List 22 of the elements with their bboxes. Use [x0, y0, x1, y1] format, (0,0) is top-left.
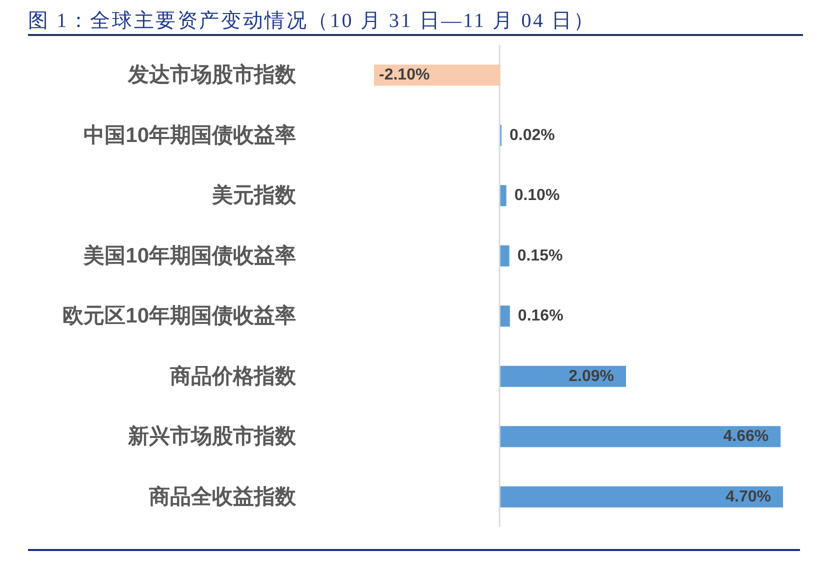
data-label: 0.10%	[514, 187, 560, 204]
y-tick-label: 美国10年期国债收益率	[82, 243, 296, 268]
data-label: 2.09%	[568, 368, 614, 385]
y-tick-label: 美元指数	[211, 183, 297, 208]
bar	[500, 245, 510, 266]
y-tick-label: 商品全收益指数	[148, 484, 297, 508]
y-tick-label: 商品价格指数	[169, 364, 297, 388]
y-tick-label: 发达市场股市指数	[127, 62, 297, 87]
data-label: 4.70%	[726, 488, 771, 506]
data-label: -2.10%	[379, 66, 430, 84]
bar	[500, 486, 783, 508]
data-label: 0.15%	[517, 247, 563, 264]
data-label: 4.66%	[723, 428, 769, 446]
data-label: 0.02%	[510, 126, 555, 144]
y-tick-label: 中国10年期国债收益率	[84, 122, 296, 147]
y-tick-label: 新兴市场股市指数	[127, 424, 297, 448]
bar	[500, 426, 781, 448]
y-tick-label: 欧元区10年期国债收益率	[62, 304, 296, 328]
chart-title: 图 1：全球主要资产变动情况（10 月 31 日—11 月 04 日）	[28, 9, 596, 32]
bar	[500, 185, 506, 206]
bar	[500, 306, 510, 327]
data-label: 0.16%	[518, 308, 564, 325]
